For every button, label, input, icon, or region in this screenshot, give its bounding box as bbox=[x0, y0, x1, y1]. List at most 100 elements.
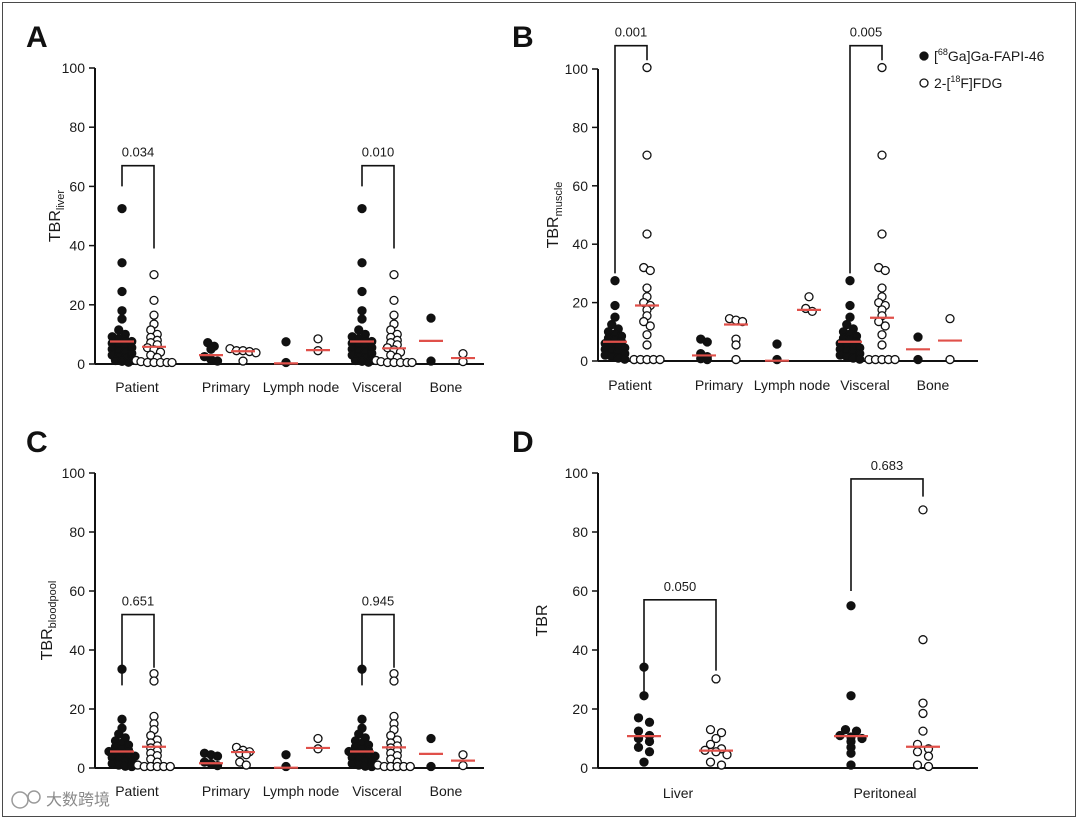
y-axis-label-main: TBR bbox=[545, 216, 562, 248]
data-point-fdg bbox=[880, 265, 890, 276]
data-point-fapi bbox=[913, 354, 923, 365]
data-point-fdg bbox=[711, 733, 721, 744]
y-tick-label: 60 bbox=[69, 583, 85, 599]
panel-b: B 0 20 40 60 80 100 TBRmuscle Patient Primary Lymp… bbox=[512, 21, 978, 393]
y-axis-label-sub: liver bbox=[55, 190, 67, 211]
significance-bracket bbox=[849, 44, 883, 274]
x-category-label: Primary bbox=[695, 377, 743, 393]
y-tick-label: 40 bbox=[69, 642, 85, 658]
y-axis-label-main: TBR bbox=[534, 605, 551, 637]
data-point-fapi bbox=[117, 306, 127, 316]
data-point-fdg bbox=[918, 726, 928, 736]
data-point-fdg bbox=[877, 62, 887, 73]
data-point-fapi bbox=[610, 300, 620, 311]
data-point-fdg bbox=[389, 676, 399, 686]
y-axis-label: TBRliver bbox=[47, 190, 67, 243]
x-category-label: Bone bbox=[430, 783, 463, 799]
y-tick-label: 100 bbox=[62, 60, 86, 76]
data-point-fdg bbox=[389, 295, 399, 306]
x-category-label: Primary bbox=[202, 783, 250, 799]
y-tick-label: 60 bbox=[572, 583, 588, 599]
data-point-fapi bbox=[644, 747, 655, 757]
data-point-fapi bbox=[610, 276, 620, 286]
data-point-fdg bbox=[918, 635, 928, 645]
data-point-fdg bbox=[642, 330, 652, 340]
data-point-fapi bbox=[123, 357, 134, 367]
data-point-fapi bbox=[846, 691, 856, 701]
legend-label-sup: 18 bbox=[950, 74, 960, 84]
y-axis-label-main: TBR bbox=[47, 210, 64, 242]
data-point-fapi bbox=[357, 203, 367, 214]
data-point-fapi bbox=[117, 286, 127, 297]
data-point-fdg bbox=[877, 330, 887, 340]
data-point-fdg bbox=[918, 698, 928, 708]
data-point-fdg bbox=[313, 733, 323, 744]
y-tick-label: 100 bbox=[62, 465, 86, 481]
significance-bracket bbox=[614, 44, 648, 274]
data-point-fdg bbox=[945, 354, 955, 365]
data-point-fdg bbox=[918, 708, 928, 719]
data-point-fapi bbox=[426, 761, 436, 772]
y-tick-label: 80 bbox=[572, 119, 588, 135]
data-point-fapi bbox=[212, 356, 223, 366]
data-point-fapi bbox=[639, 757, 649, 767]
data-point-fdg bbox=[149, 676, 159, 686]
data-point-fdg bbox=[642, 229, 652, 239]
data-point-fapi bbox=[633, 713, 644, 723]
p-value-label: 0.651 bbox=[122, 594, 155, 609]
data-point-fapi bbox=[117, 258, 127, 268]
data-point-fdg bbox=[645, 265, 655, 276]
y-tick-label: 80 bbox=[69, 119, 85, 135]
data-point-fapi bbox=[357, 314, 367, 324]
data-point-fdg bbox=[918, 505, 928, 515]
significance-bracket bbox=[361, 613, 395, 686]
data-point-fdg bbox=[642, 62, 652, 73]
data-point-fdg bbox=[149, 295, 159, 306]
data-point-fapi bbox=[117, 314, 127, 324]
data-point-fdg bbox=[807, 306, 817, 317]
watermark-logo-icon bbox=[11, 791, 29, 809]
x-category-label: Bone bbox=[430, 379, 463, 395]
data-point-fapi bbox=[206, 344, 216, 354]
data-point-fapi bbox=[644, 736, 655, 747]
data-point-fdg bbox=[877, 283, 887, 293]
data-point-fdg bbox=[458, 760, 468, 771]
data-point-fapi bbox=[845, 300, 855, 311]
data-point-fdg bbox=[238, 356, 248, 366]
legend-marker-fapi bbox=[919, 51, 929, 61]
data-point-fapi bbox=[117, 203, 127, 214]
data-point-fapi bbox=[913, 332, 923, 342]
data-point-fapi bbox=[702, 354, 712, 365]
data-point-fapi bbox=[702, 337, 712, 347]
data-point-fapi bbox=[855, 354, 865, 364]
y-tick-label: 40 bbox=[572, 236, 588, 252]
legend: [68Ga]Ga-FAPI-46 2-[18F]FDG bbox=[919, 47, 1045, 91]
data-point-fdg bbox=[313, 334, 323, 344]
data-point-fdg bbox=[945, 314, 955, 324]
x-category-label: Lymph node bbox=[263, 379, 340, 395]
y-tick-label: 60 bbox=[572, 178, 588, 194]
data-point-fdg bbox=[923, 761, 934, 772]
y-axis-label-sub: bloodpool bbox=[47, 581, 59, 629]
data-point-fapi bbox=[772, 339, 782, 349]
data-point-fdg bbox=[705, 739, 716, 750]
significance-bracket bbox=[850, 478, 924, 591]
data-point-fapi bbox=[357, 286, 367, 297]
data-point-fapi bbox=[281, 750, 291, 760]
p-value-label: 0.034 bbox=[122, 145, 155, 160]
data-point-fdg bbox=[389, 310, 399, 320]
legend-label-sup: 68 bbox=[938, 47, 948, 57]
data-point-fapi bbox=[117, 714, 127, 724]
data-point-fdg bbox=[711, 674, 721, 684]
y-tick-label: 20 bbox=[572, 295, 588, 311]
y-tick-label: 100 bbox=[565, 465, 589, 481]
p-value-label: 0.001 bbox=[615, 25, 648, 40]
data-point-fapi bbox=[357, 714, 367, 724]
data-point-fapi bbox=[644, 717, 655, 727]
data-point-fdg bbox=[716, 727, 727, 738]
data-point-fdg bbox=[877, 229, 887, 239]
data-point-fdg bbox=[165, 761, 175, 772]
data-point-fdg bbox=[407, 357, 417, 368]
data-point-fapi bbox=[426, 356, 436, 366]
data-point-fdg bbox=[642, 340, 652, 350]
